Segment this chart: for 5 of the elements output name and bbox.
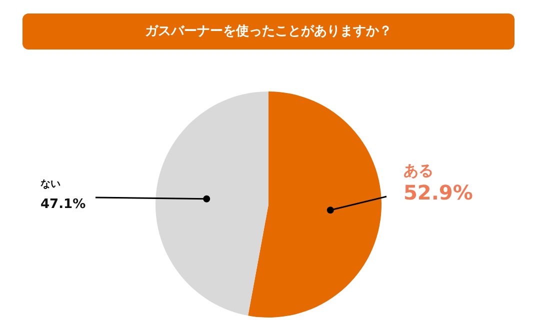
slice-label: ある — [404, 162, 434, 180]
slice-label: ない — [40, 179, 60, 190]
data-label: 52.9% — [404, 180, 473, 204]
chart-title: ガスバーナーを使ったことがありますか？ — [145, 24, 392, 39]
data-label: 47.1% — [40, 197, 86, 212]
